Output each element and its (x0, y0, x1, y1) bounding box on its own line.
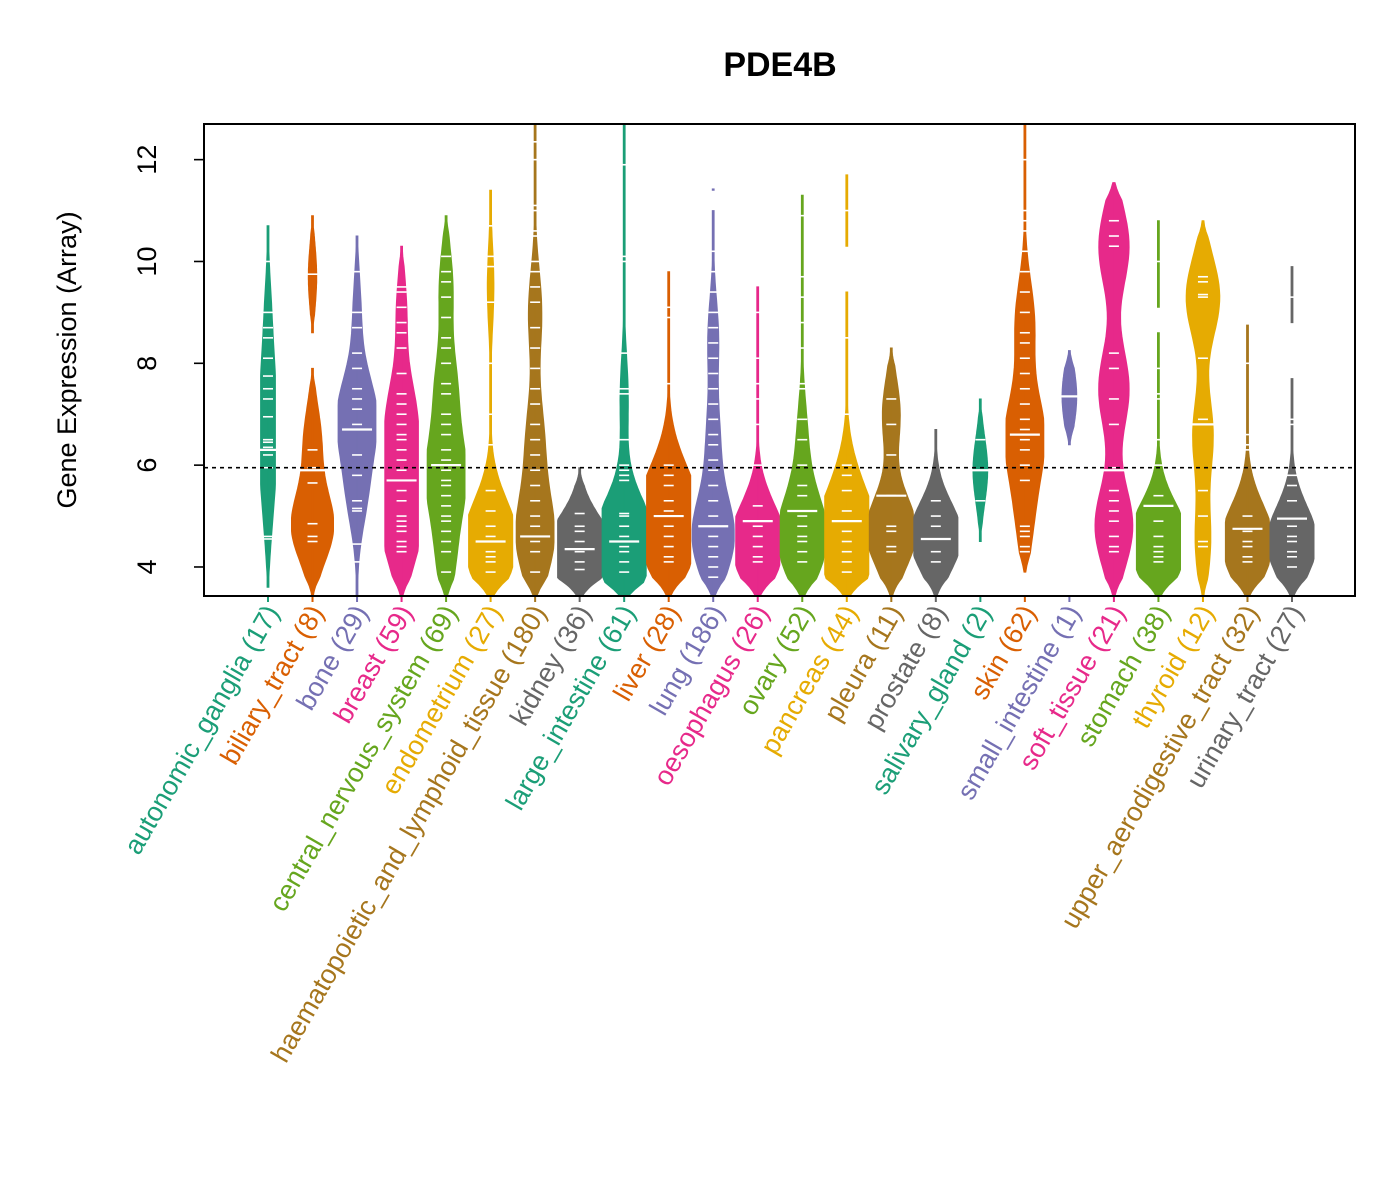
plot-frame (203, 123, 1356, 597)
violin-liver (646, 271, 692, 602)
y-tick-label: 4 (132, 559, 162, 574)
violin-breast (384, 245, 419, 602)
violin-lung (691, 186, 735, 602)
x-axis-labels: autonomic_ganglia (17)biliary_tract (8)b… (118, 600, 1309, 1067)
violin-pancreas (824, 174, 870, 602)
violin-bone (337, 235, 377, 602)
violin-haematopoietic-and-lymphoid-tissue (515, 123, 555, 602)
violin-ovary (779, 194, 825, 602)
violin-oesophagus (735, 286, 781, 602)
violin-endometrium (468, 189, 514, 602)
y-tick-label: 10 (132, 246, 162, 276)
violin-autonomic-ganglia (253, 225, 283, 602)
violin-large-intestine (601, 123, 647, 602)
violin-stomach (1135, 220, 1181, 602)
y-axis: 4 6 8 10 12 (132, 145, 204, 575)
violin-thyroid (1185, 220, 1221, 602)
y-axis-label: Gene Expression (Array) (52, 211, 82, 508)
violin-central-nervous-system (426, 215, 466, 602)
y-tick-label: 8 (132, 356, 162, 371)
violin-soft-tissue (1094, 182, 1134, 602)
y-tick-label: 6 (132, 458, 162, 473)
violin-skin (1005, 123, 1045, 602)
violin-kidney (557, 467, 603, 602)
violin-salivary-gland (965, 398, 996, 602)
chart-title: PDE4B (723, 46, 836, 84)
violin-urinary-tract (1269, 266, 1315, 602)
violin-biliary-tract (291, 215, 334, 602)
violin-small-intestine (1054, 350, 1085, 602)
violin-upper-aerodigestive-tract (1224, 324, 1270, 602)
y-tick-label: 12 (132, 145, 162, 175)
violin-pleura (868, 347, 914, 602)
plot-area (253, 123, 1315, 602)
violin-prostate (913, 429, 959, 602)
